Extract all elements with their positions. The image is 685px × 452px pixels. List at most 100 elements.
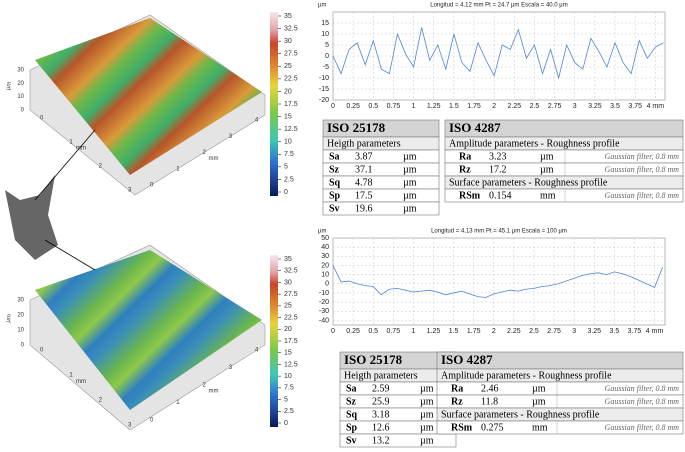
x-tick-label: 1	[69, 373, 73, 379]
y-axis-label: µm	[318, 3, 326, 9]
colorbar-tick-label: 2.5	[284, 176, 294, 183]
x-tick-label: 2	[492, 103, 496, 110]
table-cell	[322, 162, 440, 177]
z-unit: µm	[6, 314, 13, 323]
surface-texture	[35, 18, 262, 175]
x-tick-label: 1	[69, 140, 73, 146]
colorbar-tick-label: 17.5	[284, 338, 298, 345]
x-tick-label: 0	[40, 348, 44, 354]
y-tick-label: 15	[321, 20, 329, 27]
param-value: 0.275	[481, 422, 504, 433]
y-tick-label: 10	[321, 31, 329, 38]
param-unit: µm	[403, 203, 417, 214]
colorbar-tick-label: 10	[284, 373, 292, 380]
colorbar-tick-label: 22.5	[284, 314, 298, 321]
param-name: Sq	[346, 409, 358, 420]
y-tick-label: 30	[321, 253, 329, 260]
y-axis-label: µm	[318, 229, 326, 235]
x-tick-label: 0.5	[368, 103, 378, 110]
param-unit: µm	[420, 383, 434, 394]
param-unit: µm	[532, 383, 546, 394]
param-name: Sa	[346, 383, 357, 394]
y-tick-label: 1	[176, 166, 180, 172]
x-tick-label: 3	[128, 188, 132, 194]
colorbar-tick-label: 30	[284, 279, 292, 286]
y-tick-label: 50	[321, 235, 329, 242]
tool-icon	[5, 129, 96, 271]
colorbar-tick-label: 35	[284, 13, 292, 20]
table-cell	[444, 188, 684, 203]
param-value: 2.46	[481, 383, 499, 394]
param-unit: µm	[420, 396, 434, 407]
param-value: 11.8	[481, 396, 498, 407]
param-unit: mm	[540, 190, 556, 201]
y-unit: mm	[209, 156, 219, 162]
table-cell	[322, 149, 440, 164]
param-name: Sa	[329, 151, 340, 162]
x-tick-label: 1	[412, 103, 416, 110]
param-value: 2.59	[372, 383, 390, 394]
param-note: Gaussian filter, 0.8 mm	[605, 397, 680, 406]
colorbar-tick-label: 32.5	[284, 268, 298, 275]
x-tick-label: 3.25	[587, 328, 601, 335]
x-tick-label: 3	[572, 328, 576, 335]
x-tick-label: 1.75	[467, 103, 481, 110]
param-value: 17.2	[489, 164, 507, 175]
param-unit: µm	[540, 164, 554, 175]
param-name: Sz	[329, 164, 340, 175]
table-section: Amplitude parameters - Roughness profile	[441, 370, 612, 381]
y-tick-label: 20	[321, 262, 329, 269]
colorbar-tick-label: 7.5	[284, 151, 294, 158]
param-name: Rz	[451, 396, 463, 407]
y-tick-label: 4	[255, 348, 259, 354]
surface-texture	[35, 250, 262, 410]
profile-line	[332, 265, 663, 298]
colorbar-tick-label: 27.5	[284, 291, 298, 298]
plot-area	[332, 237, 666, 326]
x-tick-label: 1.25	[427, 103, 441, 110]
x-tick-label: 4 mm	[646, 328, 664, 335]
param-name: Sp	[346, 422, 358, 433]
param-note: Gaussian filter, 0.8 mm	[605, 152, 680, 161]
x-tick-label: 0	[331, 328, 335, 335]
colorbar-tick-label: 5	[284, 164, 288, 171]
chart-title: Longitud = 4.13 mm Pt = 45.1 µm Escala =…	[431, 229, 567, 235]
x-tick-label: 1.5	[449, 328, 459, 335]
colorbar-tick-label: 22.5	[284, 76, 298, 83]
y-tick-label: 1	[176, 400, 180, 406]
x-tick-label: 1.5	[449, 103, 459, 110]
table-cell	[322, 175, 440, 190]
colorbar-tick-label: 35	[284, 256, 292, 263]
param-value: 19.6	[355, 203, 373, 214]
param-value: 13.2	[372, 435, 390, 446]
connector	[44, 239, 96, 271]
param-name: RSm	[459, 190, 481, 201]
y-tick-label: -20	[319, 299, 329, 306]
y-tick-label: 2	[203, 383, 207, 389]
table-section: Amplitude parameters - Roughness profile	[449, 138, 620, 149]
param-name: Sv	[329, 203, 340, 214]
colorbar-tick-label: 20	[284, 88, 292, 95]
colorbar-tick-label: 7.5	[284, 385, 294, 392]
z-tick-label: 30	[17, 298, 24, 304]
x-tick-label: 3	[573, 103, 577, 110]
table-subtitle: Heigth parameters	[344, 370, 418, 381]
param-name: RSm	[451, 422, 473, 433]
y-tick-label: -15	[319, 86, 329, 93]
table-subtitle: Heigth parameters	[327, 138, 401, 149]
surface-top	[29, 14, 266, 196]
param-value: 0.154	[489, 190, 512, 201]
y-tick-label: 10	[321, 271, 329, 278]
param-name: Sz	[346, 396, 357, 407]
y-tick-label: -10	[319, 290, 329, 297]
x-tick-label: 0.75	[386, 328, 400, 335]
surface-bottom	[29, 244, 266, 431]
x-tick-label: 0	[331, 103, 335, 110]
param-unit: µm	[403, 190, 417, 201]
x-tick-label: 2.75	[548, 103, 562, 110]
x-tick-label: 4 mm	[647, 103, 665, 110]
colorbar	[270, 12, 278, 196]
x-tick-label: 2.5	[529, 328, 539, 335]
